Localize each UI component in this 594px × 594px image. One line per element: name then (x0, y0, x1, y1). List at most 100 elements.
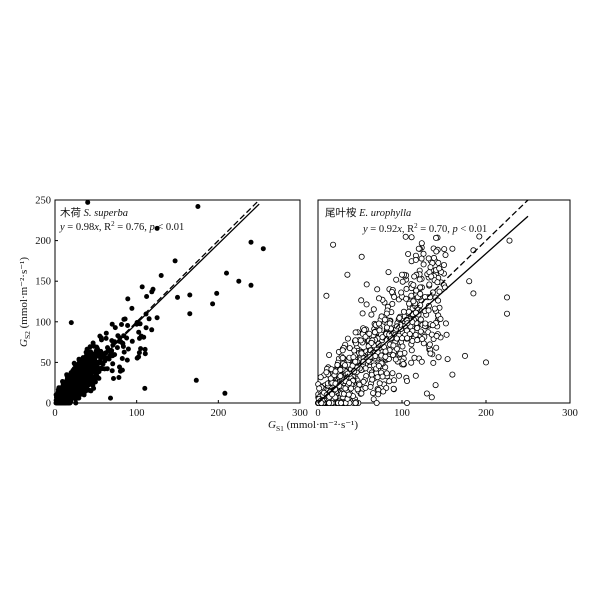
data-point (503, 294, 510, 301)
data-point (96, 375, 102, 381)
data-point (358, 390, 365, 397)
data-point (444, 356, 451, 363)
data-point (323, 369, 330, 376)
data-point (390, 385, 397, 392)
data-point (352, 329, 359, 336)
data-point (85, 199, 91, 205)
data-point (317, 374, 324, 381)
data-point (427, 264, 434, 271)
data-point (381, 316, 388, 323)
data-point (175, 294, 180, 300)
data-point (398, 289, 405, 296)
data-point (375, 320, 382, 327)
y-tick-label: 0 (46, 399, 51, 410)
data-point (345, 391, 352, 398)
data-point (389, 351, 396, 358)
data-point (449, 371, 456, 378)
data-point (363, 281, 370, 288)
data-point (248, 239, 254, 245)
data-point (442, 251, 449, 258)
data-point (362, 333, 369, 340)
data-point (119, 322, 124, 327)
data-point (73, 362, 79, 368)
data-point (110, 361, 116, 367)
data-point (60, 391, 66, 397)
data-point (418, 240, 425, 247)
data-point (415, 245, 422, 252)
data-point (428, 394, 435, 401)
data-point (352, 399, 359, 406)
data-point (428, 273, 435, 280)
data-point (410, 281, 417, 288)
data-point (437, 315, 444, 322)
x-tick-label: 100 (129, 408, 145, 419)
y-tick-label: 150 (35, 277, 51, 288)
data-point (143, 325, 149, 331)
data-point (393, 335, 400, 342)
data-point (150, 286, 156, 292)
data-point (433, 332, 440, 339)
data-point (400, 308, 407, 315)
data-point (84, 346, 90, 352)
data-point (403, 295, 410, 302)
left-fit-lines (54, 199, 260, 404)
data-point (339, 347, 346, 354)
data-point (82, 359, 88, 365)
data-point (369, 376, 376, 383)
data-point (412, 372, 419, 379)
data-point (368, 311, 375, 318)
data-point (354, 386, 361, 393)
data-point (375, 362, 382, 369)
data-point (476, 233, 483, 240)
data-point (334, 361, 341, 368)
data-point (57, 400, 63, 406)
left-title: 木荷 S. superba (60, 207, 128, 219)
data-point (427, 350, 434, 357)
data-point (154, 315, 160, 321)
data-point (358, 297, 365, 304)
data-point (172, 258, 178, 264)
data-point (124, 357, 130, 363)
data-point (108, 395, 113, 401)
data-point (386, 320, 393, 327)
data-point (404, 335, 411, 342)
data-point (408, 347, 415, 354)
data-point (98, 335, 104, 341)
data-point (466, 278, 473, 285)
data-point (330, 241, 337, 248)
data-point (397, 350, 404, 357)
data-point (92, 366, 98, 372)
data-point (97, 360, 103, 366)
data-point (97, 351, 103, 357)
data-point (430, 359, 437, 366)
data-point (326, 351, 333, 358)
data-point (144, 294, 150, 299)
data-point (395, 372, 402, 379)
data-point (376, 380, 383, 387)
data-point (426, 281, 433, 288)
data-point (141, 334, 147, 340)
right-x-ticks: 0 100 200 300 (315, 400, 578, 419)
data-point (403, 399, 410, 406)
data-point (408, 292, 415, 299)
data-point (102, 366, 108, 372)
data-point (67, 378, 73, 384)
data-point (187, 311, 193, 317)
data-point (400, 360, 407, 367)
data-point (435, 297, 442, 304)
data-point (114, 345, 120, 351)
data-point (413, 287, 420, 294)
right-panel: 0 100 200 300 尾叶桉 E. urophylla y = 0.92x, R… (314, 199, 578, 419)
data-point (396, 314, 403, 321)
data-point (425, 255, 432, 262)
data-point (327, 375, 334, 382)
data-point (149, 327, 155, 333)
data-point (433, 248, 440, 255)
data-point (95, 346, 100, 352)
data-point (89, 373, 95, 379)
data-point (435, 354, 442, 361)
data-point (138, 346, 144, 352)
data-point (367, 347, 374, 354)
fit-line (317, 215, 529, 404)
